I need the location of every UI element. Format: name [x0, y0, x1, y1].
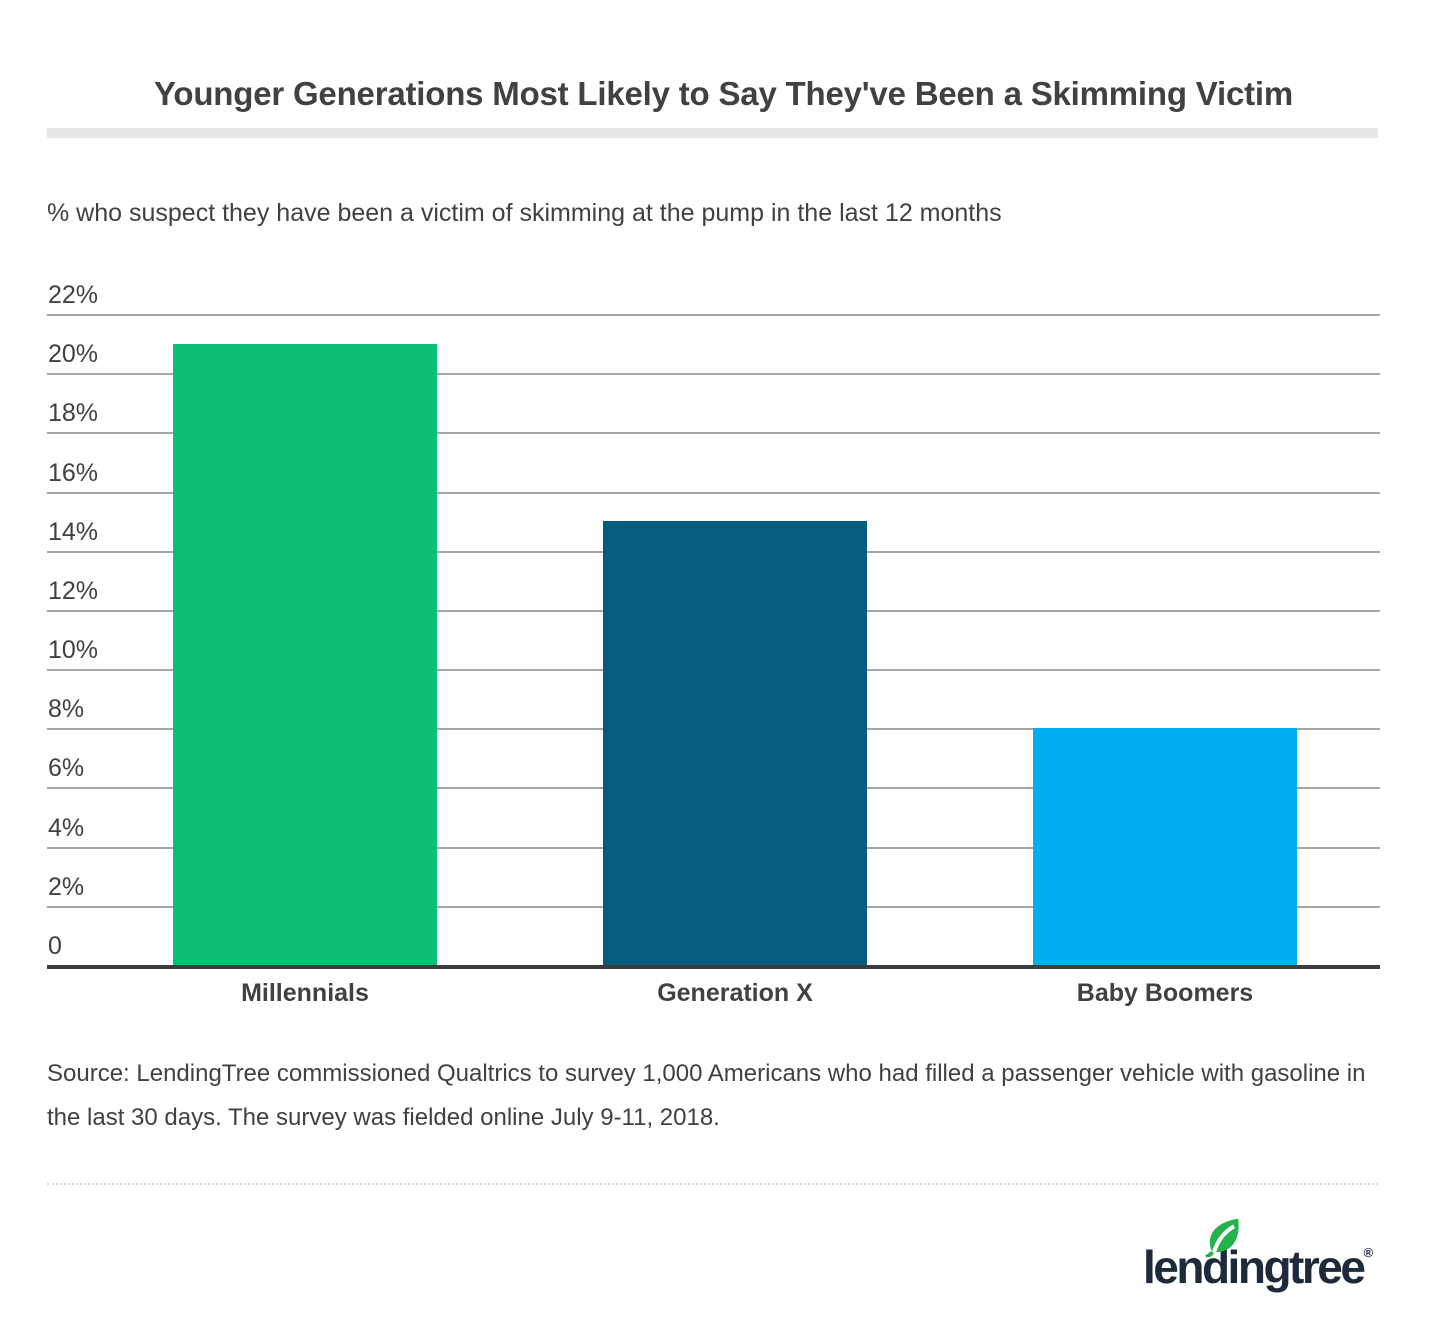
y-axis-tick-label: 14%	[48, 517, 99, 546]
bar-generation-x	[603, 521, 867, 965]
chart-title: Younger Generations Most Likely to Say T…	[154, 75, 1293, 112]
title-divider	[47, 128, 1378, 138]
source-note: Source: LendingTree commissioned Qualtri…	[47, 1060, 1366, 1131]
y-axis-tick-label: 22%	[48, 281, 99, 309]
gridline	[47, 314, 1380, 316]
bar-baby-boomers	[1033, 728, 1297, 965]
y-axis-tick-label: 16%	[48, 458, 99, 487]
chart-subtitle: % who suspect they have been a victim of…	[47, 199, 1002, 227]
y-axis-tick-label: 2%	[48, 872, 85, 901]
y-axis-tick-label: 0	[48, 932, 62, 960]
bar-millennials	[173, 343, 437, 965]
footer-divider	[47, 1183, 1378, 1185]
x-axis-category-label: Generation X	[657, 979, 813, 1007]
lendingtree-logo: lendingtree®	[1143, 1218, 1403, 1304]
bar-chart: 0 2% 4% 6% 8% 10% 12% 14% 16% 18% 20% 22% Millennial…	[47, 280, 1380, 1020]
y-axis-tick-label: 12%	[48, 576, 99, 605]
registered-mark: ®	[1363, 1245, 1374, 1260]
gridline	[47, 491, 1380, 494]
y-axis-tick-label: 6%	[48, 754, 85, 783]
logo-wordmark: lendingtree	[1143, 1241, 1366, 1293]
plot-area: 0 2% 4% 6% 8% 10% 12% 14% 16% 18% 20% 22% Millennial…	[47, 280, 1380, 1007]
y-axis-tick-label: 10%	[48, 636, 99, 665]
y-axis-tick-label: 20%	[48, 340, 99, 369]
x-axis-category-label: Baby Boomers	[1076, 979, 1254, 1007]
x-axis-category-label: Millennials	[241, 979, 369, 1007]
gridline	[47, 432, 1380, 435]
y-axis-tick-label: 18%	[48, 399, 99, 428]
gridline	[47, 373, 1380, 376]
y-axis-tick-label: 8%	[48, 695, 85, 724]
y-axis-tick-label: 4%	[48, 813, 85, 842]
leaf-icon	[1205, 1218, 1239, 1258]
x-axis-line	[47, 965, 1380, 969]
